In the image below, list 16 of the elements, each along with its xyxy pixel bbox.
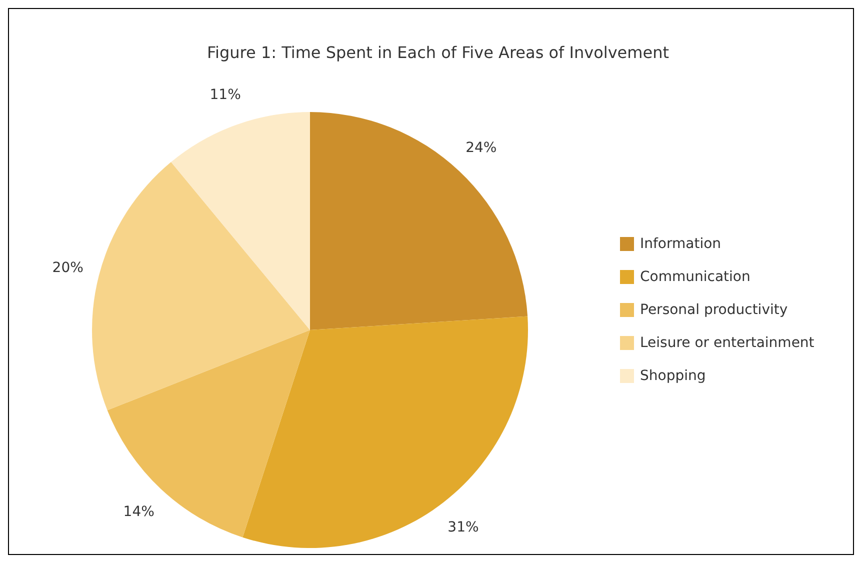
chart-title: Figure 1: Time Spent in Each of Five Areas of Involvement <box>207 43 669 62</box>
pie-slice <box>171 112 310 330</box>
legend-label: Information <box>640 236 722 252</box>
legend-label: Shopping <box>640 368 706 384</box>
pie-slice <box>107 330 310 538</box>
pie-slice <box>310 112 528 330</box>
data-label: 14% <box>123 504 154 520</box>
legend-label: Communication <box>640 269 750 285</box>
data-label: 11% <box>210 86 241 103</box>
legend-label: Leisure or entertainment <box>640 335 815 351</box>
data-label: 31% <box>448 520 479 536</box>
data-label: 20% <box>52 260 84 276</box>
legend-label: Personal productivity <box>640 302 788 318</box>
pie-slice <box>92 162 310 410</box>
data-label: 24% <box>466 140 497 156</box>
pie-slice <box>242 316 528 548</box>
